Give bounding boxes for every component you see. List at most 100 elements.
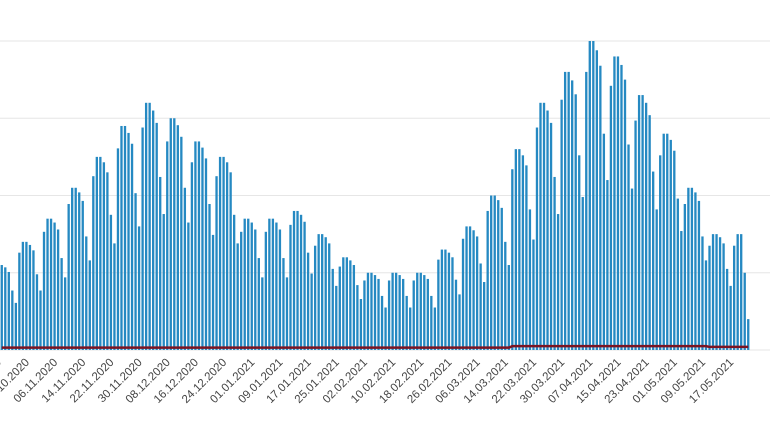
bar <box>289 224 292 350</box>
bar <box>560 99 563 351</box>
bar <box>648 115 651 350</box>
bar <box>194 141 197 350</box>
bar <box>18 252 21 350</box>
bar <box>85 236 88 350</box>
bar <box>102 162 106 350</box>
bar <box>676 198 679 350</box>
bar <box>732 245 736 350</box>
bar <box>21 241 25 350</box>
bar <box>447 252 451 350</box>
bar <box>331 268 334 350</box>
bar <box>514 149 518 350</box>
bar <box>95 156 98 350</box>
bar <box>306 252 310 350</box>
bar <box>539 102 542 350</box>
bar <box>655 209 658 350</box>
bar <box>349 260 352 350</box>
bar <box>243 218 246 350</box>
bar <box>729 285 732 350</box>
bar <box>127 132 130 350</box>
bar <box>232 214 236 350</box>
bar <box>609 85 613 351</box>
bar <box>585 71 588 351</box>
bar <box>313 245 317 350</box>
bar <box>356 285 359 350</box>
bar <box>525 165 528 350</box>
bar <box>666 133 669 350</box>
bar <box>475 236 479 350</box>
bar <box>662 133 665 350</box>
bar <box>169 118 172 350</box>
bar <box>152 110 155 351</box>
bar <box>176 125 179 350</box>
bar <box>264 231 268 350</box>
bar <box>88 260 91 350</box>
bar <box>592 41 595 350</box>
bar <box>430 295 433 350</box>
bar <box>472 230 475 350</box>
bar <box>690 187 694 350</box>
bar <box>673 150 676 350</box>
bar <box>275 222 278 350</box>
bar <box>535 127 539 351</box>
bar <box>468 226 472 350</box>
bar <box>416 272 419 350</box>
bar <box>701 236 704 350</box>
bar <box>71 187 74 350</box>
bar <box>743 272 746 350</box>
bar <box>229 172 232 350</box>
bar <box>363 280 366 350</box>
bar <box>352 265 356 350</box>
bar <box>500 207 503 350</box>
bar <box>180 136 183 350</box>
bar <box>123 125 127 350</box>
bar <box>747 319 750 350</box>
bar <box>659 155 662 350</box>
bar <box>599 65 602 350</box>
bar <box>296 210 299 350</box>
bar <box>324 237 327 350</box>
bar <box>215 176 218 350</box>
bar <box>546 110 549 351</box>
bar <box>641 95 644 350</box>
bar <box>528 209 532 350</box>
bar <box>370 272 373 350</box>
bar <box>46 218 49 350</box>
bar <box>321 234 324 350</box>
bar <box>225 162 229 350</box>
bar <box>366 272 370 350</box>
bar <box>634 120 637 350</box>
bar <box>620 64 623 350</box>
bar <box>285 277 289 350</box>
bar <box>423 275 426 350</box>
bar <box>134 193 137 350</box>
bar <box>338 266 341 350</box>
bar <box>736 234 739 350</box>
bar <box>725 268 729 350</box>
bar <box>328 243 331 350</box>
bar <box>35 274 39 350</box>
bar <box>28 244 32 350</box>
bar <box>74 187 77 350</box>
bar <box>282 258 285 350</box>
bar <box>680 231 683 350</box>
bar <box>236 243 239 350</box>
bar <box>740 234 743 350</box>
bar <box>148 102 151 350</box>
bar <box>261 277 264 350</box>
bar <box>380 295 384 350</box>
bar <box>359 299 363 350</box>
bar <box>137 226 141 350</box>
bar <box>78 192 81 350</box>
bar <box>384 307 387 350</box>
bar <box>683 203 687 350</box>
bar <box>613 56 616 350</box>
bar <box>342 257 345 350</box>
bar <box>532 239 535 350</box>
bar <box>578 155 581 350</box>
bar <box>292 210 296 350</box>
bar <box>394 272 398 350</box>
bar <box>7 271 10 350</box>
bar <box>32 250 35 350</box>
